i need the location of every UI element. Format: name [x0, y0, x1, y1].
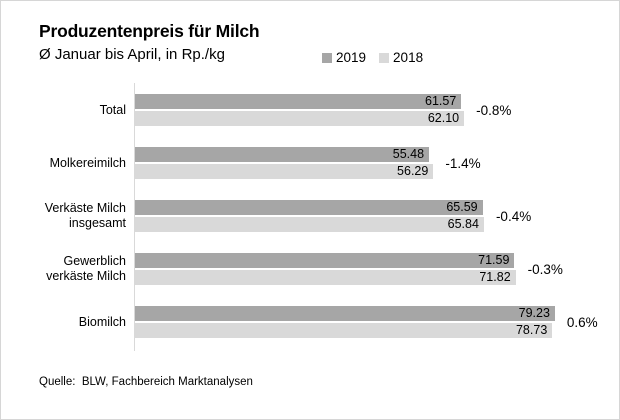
- bar-value-2019: 55.48: [392, 147, 425, 161]
- bar-2019: 79.23: [135, 306, 555, 321]
- legend: 2019 2018: [322, 50, 423, 65]
- change-percent-label: -1.4%: [445, 155, 481, 171]
- bar-2018: 71.82: [135, 270, 516, 285]
- legend-swatch-2018-icon: [379, 52, 390, 63]
- change-percent-label: -0.8%: [476, 102, 512, 118]
- bar-2018: 65.84: [135, 217, 484, 232]
- bar-value-2019: 61.57: [425, 94, 457, 108]
- category-label: Molkereimilch: [49, 155, 126, 170]
- bar-2018: 78.73: [135, 323, 553, 338]
- change-percent-label: 0.6%: [566, 314, 598, 330]
- bar-value-2019: 79.23: [518, 306, 550, 320]
- category-label: Verkäste Milch insgesamt: [44, 201, 126, 230]
- legend-item-2018: 2018: [379, 50, 423, 65]
- bar-2019: 55.48: [135, 147, 430, 162]
- bar-value-2018: 71.82: [479, 270, 511, 284]
- bar-value-2019: 71.59: [478, 253, 510, 267]
- bar-2019: 65.59: [135, 200, 483, 215]
- bar-2019: 71.59: [135, 253, 515, 268]
- legend-label-2019: 2019: [336, 50, 367, 65]
- chart-subtitle: Ø Januar bis April, in Rp./kg: [39, 46, 225, 63]
- legend-item-2019: 2019: [322, 50, 366, 65]
- source-note: Quelle: BLW, Fachbereich Marktanalysen: [39, 376, 253, 388]
- category-label: Total: [99, 102, 126, 117]
- bar-value-2018: 78.73: [515, 323, 548, 337]
- bar-2018: 56.29: [135, 164, 434, 179]
- bar-value-2018: 56.29: [397, 164, 429, 178]
- bar-value-2018: 62.10: [427, 111, 460, 125]
- legend-swatch-2019-icon: [322, 52, 332, 63]
- change-percent-label: -0.4%: [495, 208, 532, 224]
- bar-value-2019: 65.59: [446, 200, 478, 214]
- change-percent-label: -0.3%: [527, 261, 563, 277]
- chart-title: Produzentenpreis für Milch: [39, 21, 260, 41]
- bar-2018: 62.10: [135, 111, 465, 126]
- category-label: Gewerblich verkäste Milch: [46, 254, 126, 283]
- bar-value-2018: 65.84: [447, 217, 479, 231]
- category-label: Biomilch: [78, 314, 126, 329]
- bar-2019: 61.57: [135, 94, 462, 109]
- legend-label-2018: 2018: [393, 50, 424, 65]
- y-axis-line: [134, 83, 135, 351]
